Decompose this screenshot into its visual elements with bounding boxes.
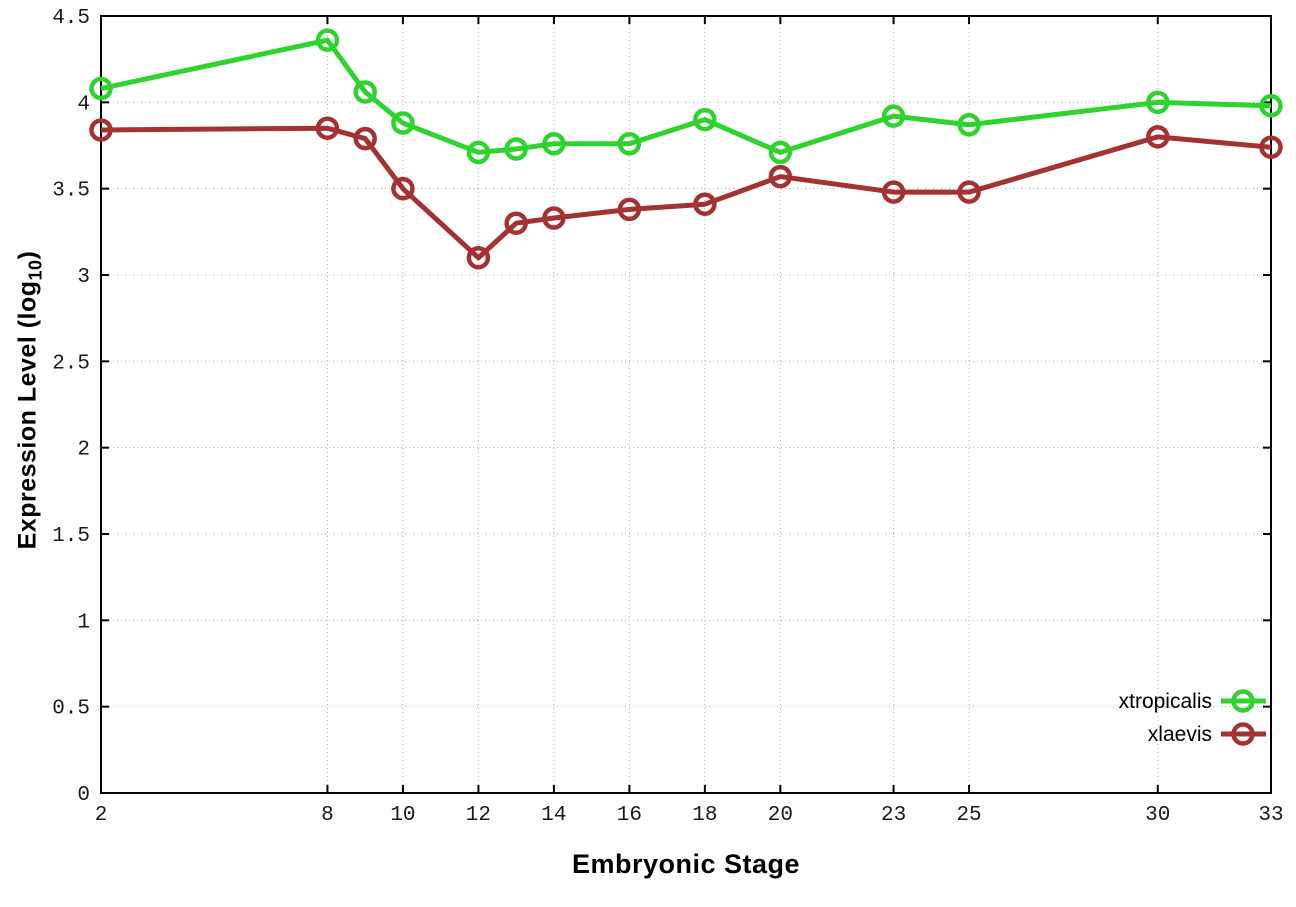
y-tick-label: 1.5 — [52, 525, 90, 548]
data-point-xlaevis — [315, 116, 340, 140]
x-tick-label: 18 — [692, 804, 717, 827]
data-point-xlaevis — [391, 176, 415, 201]
y-tick-label: 4.5 — [52, 7, 90, 30]
data-point-xtropicalis — [881, 104, 906, 128]
y-axis-title-prefix: Expression Level (log — [13, 280, 42, 550]
data-point-xtropicalis — [1146, 90, 1170, 115]
x-tick-label: 14 — [541, 804, 566, 827]
y-tick-label: 0 — [77, 784, 90, 807]
x-tick-label: 33 — [1258, 804, 1283, 827]
x-tick-label: 25 — [956, 804, 981, 827]
data-point-xtropicalis — [1259, 94, 1283, 118]
y-tick-label: 2.5 — [52, 352, 90, 375]
plot-border — [100, 15, 1272, 794]
legend-label-xlaevis: xlaevis — [1148, 723, 1212, 746]
data-point-xlaevis — [881, 180, 906, 204]
series-line-xlaevis — [100, 125, 1272, 261]
data-point-xlaevis — [617, 197, 642, 222]
legend-sample-marker-xlaevis — [1231, 722, 1255, 746]
data-point-xtropicalis — [768, 140, 793, 165]
y-tick-label: 4 — [77, 93, 90, 116]
y-tick-label: 3.5 — [52, 180, 90, 203]
legend-label-xtropicalis: xtropicalis — [1119, 690, 1212, 713]
data-point-xlaevis — [353, 126, 377, 151]
y-axis-title: Expression Level (log10) — [14, 251, 47, 550]
data-point-xtropicalis — [693, 107, 717, 132]
data-point-xtropicalis — [957, 113, 981, 137]
data-point-xlaevis — [768, 164, 793, 189]
data-point-xtropicalis — [353, 80, 377, 104]
x-tick-label: 23 — [881, 804, 906, 827]
data-point-xlaevis — [466, 245, 491, 270]
x-tick-label: 30 — [1145, 804, 1170, 827]
data-point-xlaevis — [1146, 125, 1170, 149]
data-point-xlaevis — [504, 211, 528, 235]
data-point-xlaevis — [542, 206, 566, 230]
data-point-xtropicalis — [617, 132, 642, 156]
data-point-xlaevis — [89, 118, 113, 142]
data-point-xtropicalis — [504, 137, 528, 161]
data-point-xtropicalis — [466, 140, 491, 165]
y-tick-label: 0.5 — [52, 698, 90, 721]
x-axis-title: Embryonic Stage — [101, 849, 1271, 880]
x-tick-label: 12 — [466, 804, 491, 827]
x-tick-label: 20 — [768, 804, 793, 827]
x-axis-title-text: Embryonic Stage — [571, 849, 801, 879]
data-point-xlaevis — [1259, 135, 1283, 159]
y-tick-label: 2 — [77, 439, 90, 462]
data-point-xlaevis — [957, 180, 981, 204]
x-tick-label: 10 — [390, 804, 415, 827]
data-point-xlaevis — [693, 192, 717, 216]
series-line-xtropicalis — [100, 37, 1272, 155]
data-point-xtropicalis — [89, 76, 113, 101]
x-tick-label: 8 — [321, 804, 334, 827]
y-axis-title-subscript: 10 — [25, 259, 46, 281]
data-point-xtropicalis — [391, 111, 415, 135]
x-tick-label: 16 — [617, 804, 642, 827]
legend-sample-marker-xtropicalis — [1231, 689, 1255, 713]
data-point-xtropicalis — [315, 28, 340, 52]
x-tick-label: 2 — [95, 804, 108, 827]
y-tick-label: 1 — [77, 611, 90, 634]
y-axis-title-suffix: ) — [13, 250, 42, 260]
y-tick-label: 3 — [77, 266, 90, 289]
data-point-xtropicalis — [542, 132, 566, 156]
